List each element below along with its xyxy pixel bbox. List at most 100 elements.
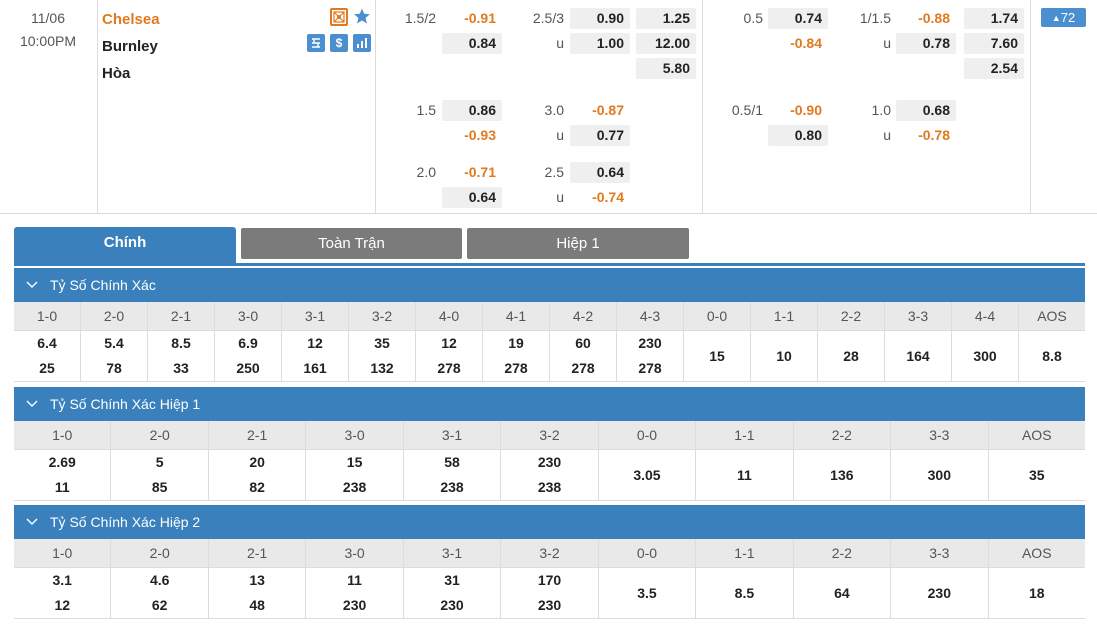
score-odds[interactable]: 60 278: [550, 331, 616, 382]
odds-value[interactable]: 18: [1028, 584, 1045, 601]
odds-value[interactable]: 0.78: [896, 33, 956, 54]
score-odds[interactable]: 164: [885, 331, 951, 382]
score-odds[interactable]: 2.69 11: [14, 450, 111, 501]
odds-value[interactable]: 278: [504, 360, 528, 376]
odds-value[interactable]: 278: [571, 360, 595, 376]
bar-chart-icon[interactable]: [353, 34, 371, 52]
score-odds[interactable]: 58 238: [403, 450, 501, 501]
score-odds[interactable]: 28: [818, 331, 884, 382]
odds-value[interactable]: -0.71: [464, 164, 496, 180]
odds-value[interactable]: 250: [236, 360, 260, 376]
odds-value[interactable]: 0.84: [442, 33, 502, 54]
score-odds[interactable]: 6.9 250: [215, 331, 281, 382]
odds-value[interactable]: -0.91: [464, 10, 496, 26]
score-odds[interactable]: 8.5: [696, 568, 793, 619]
score-odds[interactable]: 230 238: [501, 450, 598, 501]
score-odds[interactable]: 8.8: [1019, 331, 1085, 382]
more-markets-button[interactable]: ▲72: [1041, 8, 1086, 27]
odds-value[interactable]: 5.80: [636, 58, 696, 79]
odds-value[interactable]: 238: [440, 479, 464, 495]
odds-value[interactable]: 19: [508, 335, 524, 351]
odds-value[interactable]: 5.4: [104, 335, 124, 351]
score-odds[interactable]: 13 48: [208, 568, 306, 619]
odds-value[interactable]: 15: [346, 454, 363, 470]
odds-value[interactable]: 20: [249, 454, 265, 470]
live-stream-icon[interactable]: [330, 8, 348, 26]
odds-value[interactable]: 33: [173, 360, 189, 376]
odds-value[interactable]: 0.74: [768, 8, 828, 29]
score-odds[interactable]: 8.5 33: [148, 331, 214, 382]
odds-value[interactable]: 82: [249, 479, 265, 495]
score-odds[interactable]: 10: [751, 331, 817, 382]
score-odds[interactable]: 31 230: [403, 568, 501, 619]
score-odds[interactable]: 300: [952, 331, 1018, 382]
odds-value[interactable]: 238: [537, 479, 562, 495]
chevron-down-icon[interactable]: [14, 268, 50, 302]
tab-main[interactable]: Chính: [14, 227, 236, 264]
odds-value[interactable]: 62: [151, 597, 168, 613]
odds-value[interactable]: 230: [440, 597, 464, 613]
odds-value[interactable]: 136: [830, 466, 854, 483]
score-odds[interactable]: 136: [793, 450, 891, 501]
stats-icon[interactable]: [307, 34, 325, 52]
odds-value[interactable]: 12: [307, 335, 323, 351]
home-team[interactable]: Chelsea: [102, 11, 160, 28]
odds-value[interactable]: 8.5: [171, 335, 191, 351]
odds-value[interactable]: 12: [441, 335, 457, 351]
odds-value[interactable]: 6.4: [37, 335, 57, 351]
odds-value[interactable]: 85: [151, 479, 168, 495]
odds-value[interactable]: 60: [575, 335, 591, 351]
odds-value[interactable]: 35: [374, 335, 390, 351]
odds-value[interactable]: 25: [39, 360, 55, 376]
odds-value[interactable]: 3.5: [637, 584, 657, 601]
odds-value[interactable]: 31: [444, 572, 460, 588]
odds-value[interactable]: 58: [444, 454, 460, 470]
away-team[interactable]: Burnley: [102, 38, 158, 55]
score-odds[interactable]: 35: [988, 450, 1085, 501]
odds-value[interactable]: -0.84: [790, 35, 822, 51]
tab-first-half[interactable]: Hiệp 1: [467, 228, 689, 259]
odds-value[interactable]: 8.8: [1042, 347, 1062, 364]
odds-value[interactable]: 3.05: [633, 466, 661, 483]
score-odds[interactable]: 5.4 78: [81, 331, 147, 382]
score-odds[interactable]: 35 132: [349, 331, 415, 382]
odds-value[interactable]: 6.9: [238, 335, 258, 351]
chevron-down-icon[interactable]: [14, 505, 50, 539]
odds-value[interactable]: 278: [437, 360, 461, 376]
score-odds[interactable]: 300: [891, 450, 988, 501]
score-odds[interactable]: 4.6 62: [111, 568, 208, 619]
odds-value[interactable]: 4.6: [149, 572, 170, 588]
score-odds[interactable]: 230: [891, 568, 988, 619]
odds-value[interactable]: 0.80: [768, 125, 828, 146]
odds-value[interactable]: 0.64: [570, 162, 630, 183]
odds-value[interactable]: -0.87: [592, 102, 624, 118]
odds-value[interactable]: 12.00: [636, 33, 696, 54]
section-header[interactable]: Tỷ Số Chính Xác Hiệp 1: [14, 387, 1085, 421]
odds-value[interactable]: -0.90: [790, 102, 822, 118]
odds-value[interactable]: 2.69: [48, 454, 76, 470]
section-header[interactable]: Tỷ Số Chính Xác Hiệp 2: [14, 505, 1085, 539]
odds-value[interactable]: -0.78: [918, 127, 950, 143]
odds-value[interactable]: 12: [54, 597, 71, 613]
score-odds[interactable]: 11: [696, 450, 793, 501]
score-odds[interactable]: 11 230: [306, 568, 403, 619]
score-odds[interactable]: 170 230: [501, 568, 598, 619]
score-odds[interactable]: 15: [684, 331, 750, 382]
section-header[interactable]: Tỷ Số Chính Xác: [14, 268, 1085, 302]
score-odds[interactable]: 19 278: [483, 331, 549, 382]
score-odds[interactable]: 6.4 25: [14, 331, 80, 382]
odds-value[interactable]: 0.77: [570, 125, 630, 146]
odds-value[interactable]: 78: [106, 360, 122, 376]
score-odds[interactable]: 5 85: [111, 450, 208, 501]
score-odds[interactable]: 64: [793, 568, 891, 619]
score-odds[interactable]: 3.05: [598, 450, 696, 501]
odds-value[interactable]: 5: [155, 454, 164, 470]
odds-value[interactable]: 230: [342, 597, 367, 613]
odds-value[interactable]: 1.74: [964, 8, 1024, 29]
odds-value[interactable]: 300: [927, 466, 951, 483]
odds-value[interactable]: 7.60: [964, 33, 1024, 54]
odds-value[interactable]: 230: [537, 454, 562, 470]
odds-value[interactable]: 1.00: [570, 33, 630, 54]
odds-value[interactable]: 132: [370, 360, 394, 376]
odds-value[interactable]: 0.90: [570, 8, 630, 29]
